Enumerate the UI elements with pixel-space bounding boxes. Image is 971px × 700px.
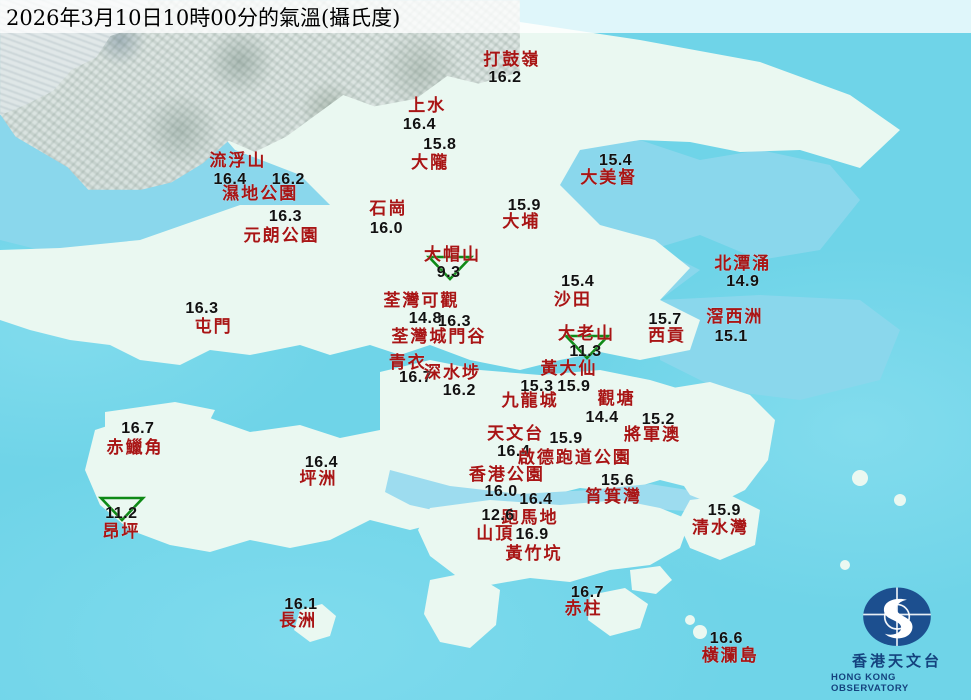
station-value: 16.4 — [304, 454, 338, 471]
station-value: 15.1 — [714, 328, 748, 345]
station-name: 荃灣城門谷 — [391, 327, 487, 347]
station-value: 16.3 — [268, 208, 303, 226]
station-value: 11.3 — [569, 342, 602, 360]
station-value: 11.2 — [105, 505, 138, 523]
station-value: 16.6 — [709, 629, 743, 647]
station-name: 石崗 — [369, 198, 408, 219]
station-value: 15.8 — [423, 136, 457, 154]
station-name: 觀塘 — [597, 389, 636, 410]
station-value: 16.2 — [442, 381, 476, 399]
low-temperature-marker — [425, 255, 474, 281]
station-value: 15.6 — [600, 472, 635, 490]
station-name: 沙田 — [553, 289, 592, 310]
station-name: 北潭涌 — [714, 253, 772, 274]
station-name: 天文台 — [487, 423, 545, 444]
station-name: 啟德跑道公園 — [517, 448, 632, 469]
station-name: 大隴 — [411, 153, 450, 174]
station-value: 16.7 — [570, 583, 605, 601]
station-value: 14.9 — [726, 273, 760, 291]
station-value: 14.8 — [408, 309, 442, 327]
station-name: 黃大仙 — [540, 358, 598, 379]
low-temperature-marker — [562, 334, 611, 360]
station-name: 跑馬地 — [501, 508, 559, 529]
station-name: 黃竹坑 — [505, 544, 563, 564]
station-value: 16.7 — [121, 420, 155, 438]
hko-logo-zh: 香港天文台 — [851, 652, 942, 670]
station-value: 16.1 — [284, 596, 318, 614]
station-name: 清水灣 — [691, 518, 749, 539]
station-name: 香港公園 — [468, 464, 545, 485]
station-name: 荃灣可觀 — [383, 290, 460, 311]
station-value: 15.2 — [641, 411, 675, 429]
station-value: 16.7 — [399, 369, 433, 387]
station-value: 15.9 — [507, 197, 541, 215]
station-name: 青衣 — [388, 352, 427, 373]
station-name: 筲箕灣 — [585, 487, 643, 508]
station-name: 流浮山 — [209, 151, 267, 172]
hko-logo-en: HONG KONG OBSERVATORY — [831, 672, 909, 694]
station-value: 15.4 — [599, 152, 633, 170]
station-value: 16.2 — [488, 69, 522, 86]
station-name: 大老山 — [557, 323, 615, 344]
station-value: 16.3 — [437, 313, 471, 331]
station-value: 15.9 — [707, 502, 741, 520]
station-value: 15.9 — [549, 430, 583, 448]
station-name: 屯門 — [194, 317, 233, 338]
station-name: 打鼓嶺 — [483, 49, 541, 70]
station-value: 9.3 — [436, 263, 461, 281]
station-name: 坪洲 — [299, 469, 338, 490]
station-value: 16.4 — [213, 170, 247, 188]
station-value: 16.0 — [369, 219, 404, 237]
hko-logo: 香港天文台 HONG KONG OBSERVATORY — [831, 586, 963, 694]
station-value: 16.4 — [402, 115, 437, 133]
station-name: 赤鱲角 — [106, 437, 164, 458]
station-name: 上水 — [408, 96, 447, 116]
station-value: 16.2 — [271, 170, 305, 188]
station-name: 山頂 — [476, 523, 515, 544]
station-value: 15.9 — [557, 378, 591, 396]
station-name: 大埔 — [502, 211, 541, 232]
station-value: 16.3 — [185, 300, 219, 317]
station-name: 昂坪 — [102, 522, 141, 543]
station-name: 赤柱 — [564, 599, 603, 620]
page-title: 2026年3月10日10時00分的氣溫(攝氏度) — [6, 5, 401, 30]
station-name: 將軍澳 — [624, 425, 681, 445]
station-name: 九龍城 — [501, 391, 559, 412]
station-value: 16.4 — [497, 442, 531, 460]
station-name: 橫瀾島 — [701, 645, 759, 666]
station-name: 大帽山 — [423, 245, 481, 266]
station-name: 長洲 — [279, 611, 318, 632]
title-banner: 2026年3月10日10時00分的氣溫(攝氏度) — [0, 0, 971, 33]
station-value: 15.3 — [520, 377, 554, 395]
station-value: 15.4 — [561, 273, 595, 291]
station-name: 大美督 — [580, 168, 638, 189]
station-value: 16.9 — [515, 526, 549, 544]
station-name: 濕地公園 — [222, 183, 299, 204]
low-temperature-marker — [98, 496, 147, 522]
station-name: 滘西洲 — [706, 307, 764, 328]
station-value: 15.7 — [648, 311, 682, 329]
station-name: 西貢 — [648, 326, 687, 347]
station-value: 14.4 — [585, 409, 619, 427]
station-value: 16.4 — [519, 491, 553, 509]
station-value: 12.6 — [481, 506, 515, 524]
station-name: 元朗公園 — [243, 225, 320, 246]
hko-emblem-icon — [863, 587, 931, 646]
station-value: 16.0 — [484, 482, 518, 500]
station-name: 深水埗 — [423, 362, 481, 383]
